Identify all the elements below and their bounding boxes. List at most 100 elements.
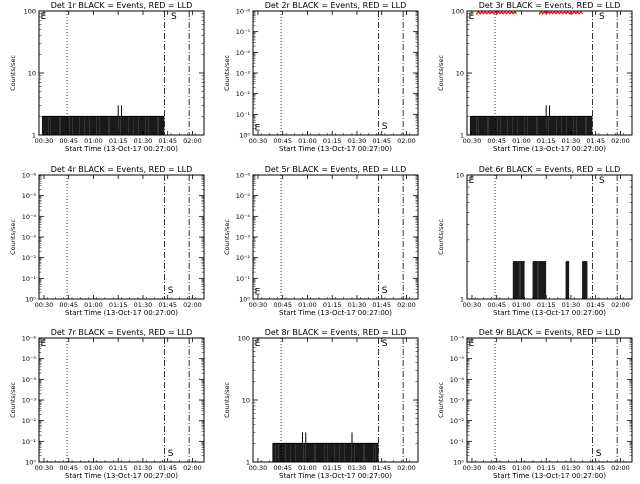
y-tick-label: 10⁻¹: [236, 111, 251, 119]
y-tick-label: 10⁻⁵: [22, 355, 37, 363]
x-tick-label: 02:00: [183, 301, 202, 309]
y-tick-label: 10⁰: [25, 459, 36, 467]
y-tick-label: 10⁻³: [236, 70, 251, 78]
x-tick-label: 01:45: [586, 137, 605, 145]
x-tick-label: 00:45: [59, 301, 78, 309]
x-tick-label: 01:45: [158, 464, 177, 472]
x-tick-label: 02:00: [397, 137, 416, 145]
y-tick-label: 10⁻⁵: [22, 192, 37, 200]
events-bars: [565, 261, 570, 299]
plot-frame: [466, 174, 633, 300]
y-tick-label: 10⁻²: [22, 254, 37, 262]
x-axis-label: Start Time (13-Oct-17 00:27:00): [65, 309, 178, 317]
x-tick-label: 01:30: [562, 137, 581, 145]
plot-frame: [466, 337, 633, 463]
y-axis-label: Counts/sec: [9, 382, 17, 418]
y-tick-label: 10⁻⁴: [236, 213, 251, 221]
panel-det-4r: Det 4r BLACK = Events, RED = LLD Counts/s…: [9, 165, 205, 317]
y-axis-label: Counts/sec: [437, 55, 445, 91]
panel-title: Det 3r BLACK = Events, RED = LLD: [479, 1, 621, 10]
panel-det-7r: Det 7r BLACK = Events, RED = LLD Counts/s…: [9, 328, 205, 480]
x-tick-label: 01:00: [512, 464, 531, 472]
x-tick-label: 01:45: [586, 464, 605, 472]
panel-det-2r: Det 2r BLACK = Events, RED = LLD Counts/s…: [223, 1, 419, 153]
panel-title: Det 2r BLACK = Events, RED = LLD: [265, 1, 407, 10]
x-tick-label: 00:30: [463, 464, 482, 472]
x-tick-label: 01:30: [348, 301, 367, 309]
x-axis-label: Start Time (13-Oct-17 00:27:00): [493, 309, 606, 317]
events-bars: [512, 261, 525, 299]
x-tick-label: 00:30: [35, 137, 54, 145]
y-axis-label: Counts/sec: [223, 55, 231, 91]
y-tick-label: 10⁻²: [22, 417, 37, 425]
x-tick-label: 02:00: [183, 137, 202, 145]
marker-e: E: [469, 176, 475, 186]
x-axis-label: Start Time (13-Oct-17 00:27:00): [279, 472, 392, 480]
y-tick-label: 10⁻¹: [450, 438, 465, 446]
events-bars: [41, 116, 165, 135]
marker-e: E: [469, 339, 475, 349]
lld-line: [476, 11, 517, 16]
y-tick-label: 10⁻¹: [236, 275, 251, 283]
x-tick-label: 02:00: [611, 137, 630, 145]
x-tick-label: 01:15: [537, 137, 556, 145]
x-axis-label: Start Time (13-Oct-17 00:27:00): [279, 145, 392, 153]
y-axis-label: Counts/sec: [223, 382, 231, 418]
x-tick-label: 01:00: [84, 301, 103, 309]
panel-det-8r: Det 8r BLACK = Events, RED = LLD Counts/s…: [223, 328, 419, 480]
y-tick-label: 10⁻³: [22, 234, 37, 242]
y-tick-label: 10⁻⁶: [450, 335, 465, 343]
x-tick-label: 00:45: [59, 137, 78, 145]
marker-e: E: [255, 288, 261, 298]
y-tick-label: 10⁻³: [22, 397, 37, 405]
y-tick-label: 100: [452, 8, 464, 16]
y-tick-label: 1: [32, 132, 36, 140]
plot-frame: [38, 174, 205, 300]
marker-s: S: [596, 449, 602, 459]
y-tick-label: 1: [246, 459, 250, 467]
x-tick-label: 01:00: [84, 137, 103, 145]
panel-title: Det 4r BLACK = Events, RED = LLD: [51, 165, 193, 174]
panel-title: Det 5r BLACK = Events, RED = LLD: [265, 165, 407, 174]
x-tick-label: 01:15: [109, 464, 128, 472]
marker-e: E: [41, 12, 47, 22]
x-tick-label: 01:30: [134, 301, 153, 309]
x-tick-label: 01:45: [372, 301, 391, 309]
x-tick-label: 01:15: [109, 301, 128, 309]
x-tick-label: 01:00: [298, 464, 317, 472]
y-tick-label: 100: [24, 8, 36, 16]
x-tick-label: 00:45: [273, 137, 292, 145]
y-tick-label: 10⁻²: [450, 417, 465, 425]
y-tick-label: 10⁰: [453, 459, 464, 467]
y-tick-label: 10⁻⁶: [22, 172, 37, 180]
panel-title: Det 8r BLACK = Events, RED = LLD: [265, 328, 407, 337]
y-axis-label: Counts/sec: [437, 382, 445, 418]
marker-s: S: [599, 176, 605, 186]
y-tick-label: 10⁻³: [450, 397, 465, 405]
x-tick-label: 01:30: [348, 464, 367, 472]
marker-e: E: [255, 124, 261, 134]
x-tick-label: 02:00: [611, 464, 630, 472]
y-tick-label: 10⁻²: [236, 254, 251, 262]
x-tick-label: 01:45: [372, 137, 391, 145]
panel-det-3r: Det 3r BLACK = Events, RED = LLD Counts/s…: [437, 1, 633, 153]
panel-title: Det 9r BLACK = Events, RED = LLD: [479, 328, 621, 337]
y-axis-label: Counts/sec: [9, 55, 17, 91]
plot-frame: [38, 337, 205, 463]
y-tick-label: 10⁻⁵: [236, 28, 251, 36]
marker-s: S: [599, 12, 605, 22]
y-tick-label: 10: [242, 397, 250, 405]
marker-e: E: [255, 339, 261, 349]
y-tick-label: 10⁰: [239, 132, 250, 140]
y-tick-label: 10⁰: [25, 296, 36, 304]
y-axis-label: Counts/sec: [9, 219, 17, 255]
x-tick-label: 00:45: [273, 301, 292, 309]
y-tick-label: 1: [460, 132, 464, 140]
panel-title: Det 7r BLACK = Events, RED = LLD: [51, 328, 193, 337]
x-tick-label: 02:00: [397, 301, 416, 309]
marker-s: S: [382, 339, 388, 349]
x-tick-label: 00:30: [249, 137, 268, 145]
panel-title: Det 6r BLACK = Events, RED = LLD: [479, 165, 621, 174]
y-tick-label: 10⁻³: [236, 234, 251, 242]
